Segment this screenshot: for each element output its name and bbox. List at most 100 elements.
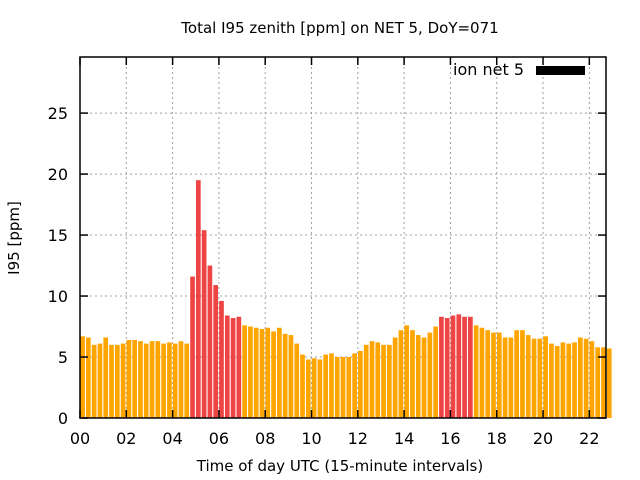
bar <box>601 347 606 418</box>
x-tick-label: 04 <box>162 429 182 448</box>
x-tick-label: 02 <box>116 429 136 448</box>
bar <box>305 359 311 418</box>
bar <box>358 350 363 418</box>
bar <box>392 337 398 418</box>
bar <box>230 317 236 418</box>
bar <box>126 339 132 418</box>
bar <box>329 353 334 418</box>
grid <box>80 57 606 418</box>
bar <box>213 285 219 418</box>
bar <box>265 327 271 418</box>
y-tick-label: 15 <box>48 226 68 245</box>
bar <box>444 317 450 418</box>
bar <box>549 343 554 418</box>
bar <box>404 325 410 418</box>
bar <box>242 325 247 418</box>
bar <box>375 342 381 418</box>
bar <box>427 332 433 418</box>
x-tick-label: 22 <box>579 429 599 448</box>
bar <box>369 341 375 418</box>
bar <box>271 331 276 418</box>
bar <box>167 342 172 418</box>
bar <box>178 341 184 418</box>
bar <box>253 327 259 418</box>
bar <box>317 359 323 418</box>
bar <box>415 335 421 418</box>
bar <box>97 343 103 418</box>
bar <box>195 180 201 418</box>
bar <box>363 344 369 418</box>
x-tick-label: 10 <box>301 429 321 448</box>
bar <box>485 330 491 418</box>
y-tick-label: 20 <box>48 165 68 184</box>
bar <box>143 343 149 418</box>
x-tick-label: 18 <box>487 429 507 448</box>
legend-swatch <box>536 66 585 75</box>
bar <box>491 332 496 418</box>
bar <box>439 316 444 418</box>
y-axis-label: I95 [ppm] <box>5 201 23 275</box>
y-tick-label: 10 <box>48 287 68 306</box>
bar <box>190 276 195 418</box>
bar <box>543 336 548 418</box>
bar <box>421 337 427 418</box>
bar <box>386 344 392 418</box>
bar <box>172 343 178 418</box>
bar <box>224 315 230 418</box>
bar <box>91 344 97 418</box>
bar <box>334 357 340 418</box>
bar <box>155 341 161 418</box>
y-tick-label: 0 <box>58 409 68 428</box>
bar <box>277 327 282 418</box>
x-tick-label: 00 <box>70 429 90 448</box>
bar <box>537 338 543 418</box>
bar <box>502 337 508 418</box>
bar <box>120 343 126 418</box>
bar <box>207 265 213 418</box>
bar <box>138 341 143 418</box>
bar <box>184 343 190 418</box>
y-tick-label: 25 <box>48 104 68 123</box>
bar <box>398 330 404 418</box>
x-tick-label: 06 <box>209 429 229 448</box>
x-tick-label: 12 <box>348 429 368 448</box>
bar <box>531 338 537 418</box>
bar <box>161 343 166 418</box>
bar <box>311 358 317 418</box>
bar <box>149 341 155 418</box>
bar <box>525 335 531 418</box>
bar <box>473 325 479 418</box>
bar <box>86 337 91 418</box>
bar <box>132 339 138 418</box>
bar <box>583 338 589 418</box>
x-tick-label: 14 <box>394 429 414 448</box>
bar <box>288 335 294 418</box>
bar <box>340 357 346 418</box>
chart-title: Total I95 zenith [ppm] on NET 5, DoY=071 <box>180 19 498 37</box>
bars <box>80 180 612 418</box>
bar <box>352 353 357 418</box>
bar <box>595 347 601 418</box>
bar <box>456 314 462 418</box>
axis-ticks: 0 5 10 15 20 25 00 02 04 06 08 10 12 14 16 18 20 22 <box>48 57 606 448</box>
y-tick-label: 5 <box>58 348 68 367</box>
bar <box>300 354 305 418</box>
x-tick-label: 08 <box>255 429 275 448</box>
bar <box>508 337 514 418</box>
bar <box>520 330 525 418</box>
x-tick-label: 16 <box>440 429 460 448</box>
bar <box>433 326 438 418</box>
bar <box>566 343 572 418</box>
bar <box>479 327 485 418</box>
bar <box>572 342 577 418</box>
bar <box>496 332 502 418</box>
bar <box>259 328 265 418</box>
bar <box>294 343 300 418</box>
bar <box>282 333 288 418</box>
bar <box>248 326 253 418</box>
bar <box>323 354 329 418</box>
legend-label: ion net 5 <box>453 60 524 79</box>
bar <box>462 316 467 418</box>
bar <box>114 344 120 418</box>
